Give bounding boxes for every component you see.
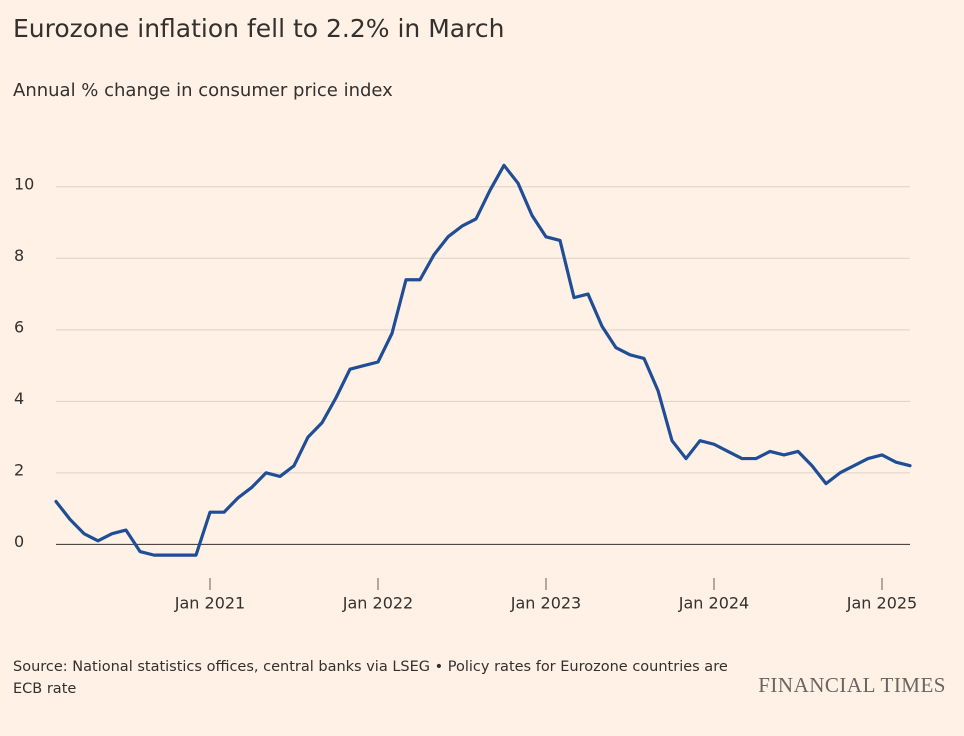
y-tick-label: 6 [14,317,24,336]
data-line [54,163,912,557]
x-tick-label: Jan 2022 [342,594,413,613]
chart-subtitle: Annual % change in consumer price index [13,80,393,101]
chart-title: Eurozone inflation fell to 2.2% in March [13,14,504,43]
brand-logo: FINANCIAL TIMES [758,673,946,697]
x-tick-label: Jan 2024 [678,594,749,613]
y-tick-label: 4 [14,389,24,408]
x-tick-label: Jan 2021 [174,594,245,613]
y-tick-label: 0 [14,532,24,551]
y-tick-label: 8 [14,246,24,265]
y-tick-label: 10 [14,174,34,193]
y-tick-label: 2 [14,460,24,479]
x-tick-label: Jan 2025 [846,594,917,613]
source-note: Source: National statistics offices, cen… [13,659,728,697]
x-tick-label: Jan 2023 [510,594,581,613]
